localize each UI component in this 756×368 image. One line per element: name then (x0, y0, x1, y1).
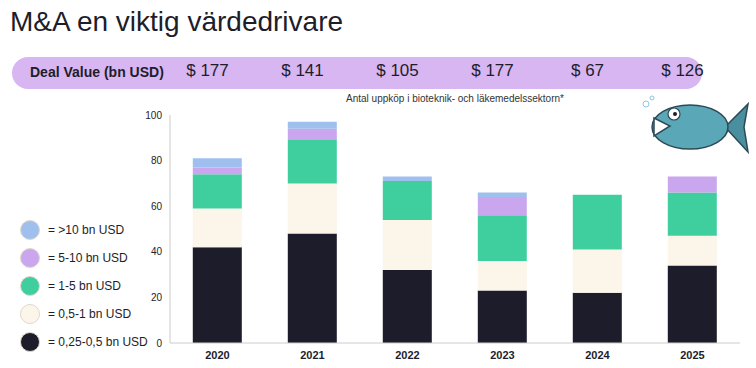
svg-text:2022: 2022 (395, 349, 419, 361)
html-text:M&A en viktig värdedrivare: M&A en viktig värdedrivare (10, 6, 343, 37)
svg-text:80: 80 (151, 155, 163, 166)
html-text:Deal Value (bn USD): Deal Value (bn USD) (30, 64, 164, 80)
html-text:= 0,25-0,5 bn USD: = 0,25-0,5 bn USD (48, 335, 148, 349)
html-text:Antal uppköp i bioteknik- och: Antal uppköp i bioteknik- och läkemedels… (346, 93, 564, 104)
html-text:$ 177: $ 177 (471, 61, 514, 80)
svg-text:2024: 2024 (585, 349, 610, 361)
html-text:= 0,5-1 bn USD: = 0,5-1 bn USD (48, 307, 131, 321)
svg-text:2025: 2025 (680, 349, 704, 361)
svg-text:0: 0 (156, 338, 162, 349)
html-text:$ 141: $ 141 (281, 61, 324, 80)
svg-text:60: 60 (151, 201, 163, 212)
html-text:= 1-5 bn USD: = 1-5 bn USD (48, 279, 121, 293)
html-text:= 5-10 bn USD: = 5-10 bn USD (48, 251, 128, 265)
svg-text:20: 20 (151, 292, 163, 303)
svg-text:2020: 2020 (205, 349, 229, 361)
svg-text:40: 40 (151, 246, 163, 257)
html-text:$ 126: $ 126 (661, 61, 704, 80)
svg-text:2023: 2023 (490, 349, 514, 361)
html-text:$ 105: $ 105 (376, 61, 419, 80)
html-text:= >10 bn USD: = >10 bn USD (48, 223, 125, 237)
html-text:$ 177: $ 177 (186, 61, 229, 80)
svg-text:2021: 2021 (300, 349, 324, 361)
html-text:$ 67: $ 67 (571, 61, 604, 80)
svg-text:100: 100 (145, 110, 162, 121)
